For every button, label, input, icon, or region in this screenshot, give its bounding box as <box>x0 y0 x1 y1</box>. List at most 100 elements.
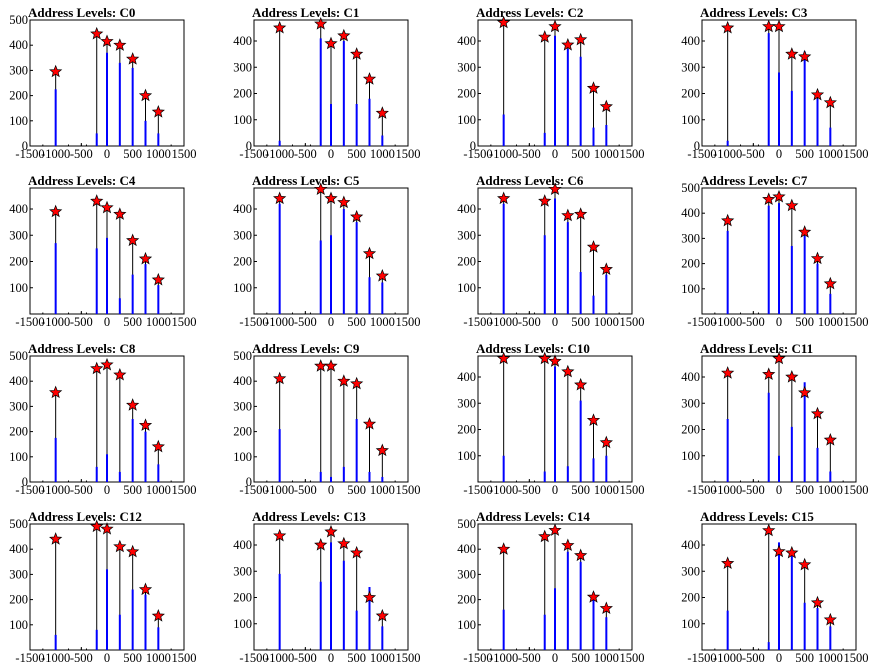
histogram-bar <box>726 610 729 650</box>
x-tick-label: -1000 <box>41 651 70 665</box>
histogram-bar <box>554 588 556 650</box>
x-tick-label: -1500 <box>463 651 492 665</box>
y-tick-label: 300 <box>681 60 700 74</box>
x-tick-label: 500 <box>795 651 814 665</box>
x-tick-label: 1500 <box>172 147 197 161</box>
x-tick-label: -1000 <box>713 651 742 665</box>
peak-star-marker <box>785 545 799 559</box>
x-tick-label: 500 <box>571 483 590 497</box>
y-tick-label: 300 <box>681 564 700 578</box>
x-tick-label: 1500 <box>396 147 421 161</box>
histogram-bar <box>778 203 780 314</box>
histogram-bar <box>118 471 121 482</box>
x-tick-label: 1000 <box>818 651 843 665</box>
x-tick-label: 0 <box>104 315 110 329</box>
peak-star-marker <box>49 204 63 218</box>
histogram-bar <box>381 282 384 314</box>
histogram-bar <box>157 464 160 482</box>
x-tick-label: -500 <box>70 483 93 497</box>
histogram-bar <box>579 56 582 146</box>
histogram-bar <box>54 437 57 482</box>
x-tick-label: -1500 <box>15 147 44 161</box>
peak-star-marker <box>273 371 287 385</box>
x-tick-label: -1000 <box>265 651 294 665</box>
peak-star-marker <box>126 233 140 247</box>
y-tick-label: 400 <box>9 202 28 216</box>
peak-star-marker <box>599 262 613 276</box>
histogram-bar <box>118 298 121 314</box>
peak-star-marker <box>90 361 104 375</box>
histogram-bar <box>579 561 582 650</box>
peak-star-marker <box>138 88 153 102</box>
subplot-c9: Address Levels: C90100200300400500-1500-… <box>233 341 420 497</box>
peak-star-marker <box>586 590 601 603</box>
x-tick-label: 1500 <box>844 651 869 665</box>
x-tick-label: 500 <box>795 483 814 497</box>
histogram-bar <box>319 581 322 650</box>
x-tick-label: 1000 <box>370 483 395 497</box>
x-tick-label: 0 <box>776 483 782 497</box>
y-tick-label: 400 <box>681 34 700 48</box>
histogram-bar <box>330 104 332 146</box>
histogram-bar <box>319 240 322 314</box>
x-tick-label: -1000 <box>41 315 70 329</box>
histogram-bar <box>342 560 345 650</box>
y-tick-label: 300 <box>233 228 252 242</box>
y-tick-label: 400 <box>233 34 252 48</box>
x-tick-label: 1500 <box>844 483 869 497</box>
peak-star-marker <box>113 539 127 553</box>
y-tick-label: 300 <box>9 228 28 242</box>
x-tick-label: -1500 <box>687 315 716 329</box>
x-tick-label: 0 <box>552 483 558 497</box>
y-tick-label: 300 <box>457 567 476 581</box>
peak-star-marker <box>350 47 364 60</box>
histogram-bar <box>566 48 569 146</box>
y-tick-label: 300 <box>457 396 476 410</box>
peak-star-marker <box>823 612 837 626</box>
peak-star-marker <box>538 351 552 365</box>
peak-star-marker <box>548 354 562 367</box>
peak-star-marker <box>151 105 165 118</box>
peak-star-marker <box>350 376 364 390</box>
x-tick-label: -1500 <box>15 651 44 665</box>
x-tick-label: 500 <box>571 651 590 665</box>
y-tick-label: 200 <box>9 255 28 269</box>
histogram-bar <box>502 609 505 650</box>
x-tick-label: 500 <box>347 147 366 161</box>
y-tick-label: 400 <box>681 538 700 552</box>
histogram-bar <box>566 222 569 314</box>
histogram-bar <box>278 203 281 314</box>
peak-star-marker <box>772 19 786 33</box>
peak-star-marker <box>599 435 613 449</box>
histogram-bar <box>54 243 57 314</box>
histogram-bar <box>554 35 556 146</box>
peak-star-marker <box>810 251 825 265</box>
y-tick-label: 200 <box>233 87 252 101</box>
histogram-bar <box>829 127 832 146</box>
histogram-bar <box>106 454 108 482</box>
y-tick-label: 400 <box>233 538 252 552</box>
peak-star-marker <box>100 522 114 535</box>
x-tick-label: -1000 <box>41 147 70 161</box>
x-tick-label: -1500 <box>463 315 492 329</box>
peak-star-marker <box>375 443 389 457</box>
x-tick-label: -500 <box>742 315 765 329</box>
peak-star-marker <box>586 413 601 426</box>
histogram-bar <box>95 133 98 146</box>
y-tick-label: 400 <box>9 542 28 556</box>
x-tick-label: -500 <box>742 483 765 497</box>
peak-star-marker <box>314 538 328 551</box>
histogram-bar <box>342 466 345 482</box>
subplot-c5: Address Levels: C5 100 200 300 400 -1500-1000… <box>233 173 420 329</box>
x-tick-label: 1000 <box>594 147 619 161</box>
peak-star-marker <box>49 385 63 399</box>
x-tick-label: 500 <box>347 483 366 497</box>
histogram-bar <box>502 455 505 482</box>
y-tick-label: 200 <box>457 423 476 437</box>
peak-star-marker <box>574 207 588 220</box>
histogram-bar <box>592 592 595 650</box>
peak-star-marker <box>362 246 377 260</box>
peak-star-marker <box>721 20 735 34</box>
y-tick-label: 400 <box>457 542 476 556</box>
